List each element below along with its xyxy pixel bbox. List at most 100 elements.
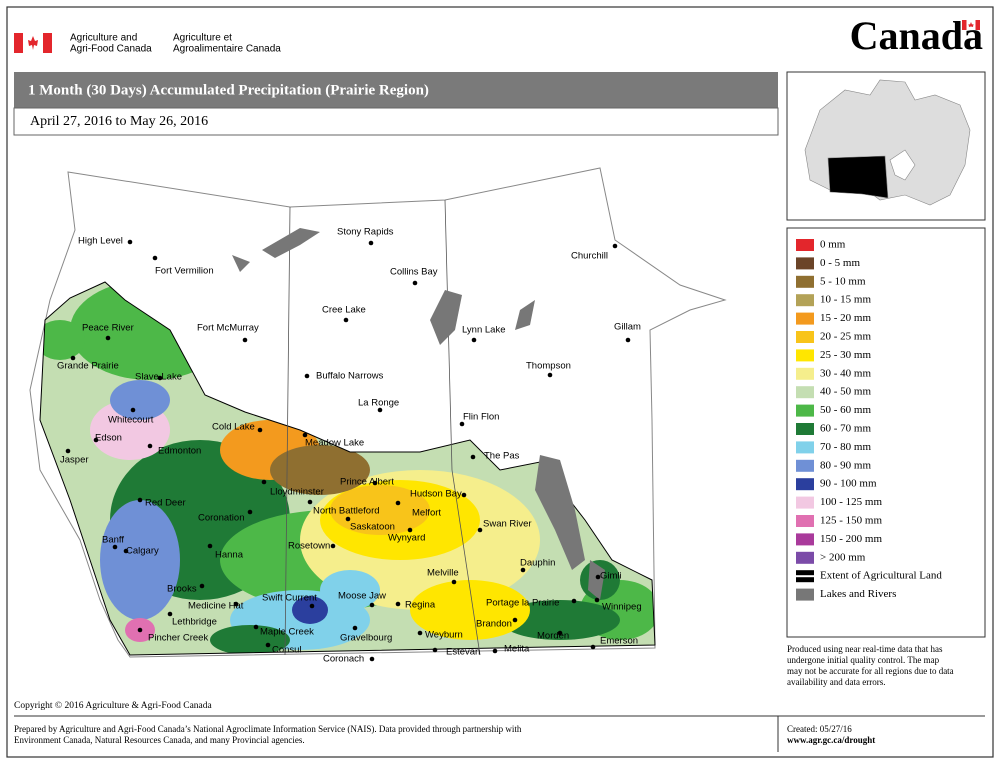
legend-label: 100 - 125 mm xyxy=(820,496,882,508)
city-label: Swift Current xyxy=(262,593,317,604)
city-label: Winnipeg xyxy=(602,602,642,613)
city-label: Brandon xyxy=(476,619,512,630)
city-label: Lloydminster xyxy=(270,487,324,498)
subtitle-box xyxy=(13,107,779,136)
legend-swatch xyxy=(796,367,814,380)
legend-swatch xyxy=(796,331,814,343)
legend-swatch xyxy=(796,551,814,564)
city-dot xyxy=(345,516,351,522)
city-label: North Battleford xyxy=(313,506,380,517)
city-label: Thompson xyxy=(526,361,571,372)
city-label: Rosetown xyxy=(288,541,330,552)
city-label: Stony Rapids xyxy=(337,227,394,238)
legend-label: 5 - 10 mm xyxy=(820,275,866,287)
city-dot xyxy=(512,617,518,623)
cities: High Level Fort Vermilion Peace River Fort … xyxy=(57,227,642,665)
city-dot xyxy=(594,597,600,603)
city-label: Emerson xyxy=(600,636,638,647)
city-dot xyxy=(477,527,483,533)
wordmark-flag xyxy=(962,20,980,30)
city-dot xyxy=(147,443,153,449)
legend: 0 mm 0 - 5 mm 5 - 10 mm 10 - 15 mm 15 - 20 m… xyxy=(796,239,942,601)
city-dot xyxy=(65,448,71,454)
agency-en: Agriculture and xyxy=(70,33,137,44)
legend-swatch xyxy=(796,515,814,527)
note: undergone initial quality control. The m… xyxy=(787,655,940,665)
city-dot xyxy=(130,407,136,413)
city-dot xyxy=(307,499,313,505)
city-label: Gillam xyxy=(614,322,641,333)
city-dot xyxy=(557,630,563,636)
city-dot xyxy=(432,647,438,653)
legend-swatch xyxy=(796,386,814,399)
city-dot xyxy=(520,567,526,573)
city-dot xyxy=(395,500,401,506)
city-label: The Pas xyxy=(484,451,520,462)
city-dot xyxy=(123,548,129,554)
city-label: Buffalo Narrows xyxy=(316,371,384,382)
city-dot xyxy=(369,656,375,662)
city-dot xyxy=(377,407,383,413)
legend-frame xyxy=(786,227,986,638)
legend-swatch xyxy=(796,239,814,251)
legend-swatch xyxy=(796,294,814,307)
city-label: Fort McMurray xyxy=(197,323,259,334)
city-label: Regina xyxy=(405,600,436,611)
title: 1 Month (30 Days) Accumulated Precipitat… xyxy=(28,82,429,98)
city-dot xyxy=(247,509,253,515)
city-dot xyxy=(368,240,374,246)
legend-label: 50 - 60 mm xyxy=(820,404,871,416)
city-dot xyxy=(625,337,631,343)
legend-label: 10 - 15 mm xyxy=(820,294,871,306)
city-dot xyxy=(233,601,239,607)
city-dot xyxy=(304,373,310,379)
city-dot xyxy=(265,642,271,648)
city-dot xyxy=(461,492,467,498)
city-dot xyxy=(257,427,263,433)
city-dot xyxy=(407,527,413,533)
city-dot xyxy=(137,627,143,633)
city-label: Saskatoon xyxy=(350,522,395,533)
legend-swatch xyxy=(796,349,814,362)
city-label: Banff xyxy=(102,535,124,546)
city-dot xyxy=(343,317,349,323)
city-dot xyxy=(492,648,498,654)
city-label: Melita xyxy=(504,644,530,655)
patch xyxy=(292,596,328,624)
city-dot xyxy=(547,372,553,378)
city-label: Churchill xyxy=(571,251,608,262)
city-dot xyxy=(459,421,465,427)
city-label: Swan River xyxy=(483,519,532,530)
city-dot xyxy=(261,479,267,485)
legend-swatch xyxy=(796,441,814,454)
city-label: Moose Jaw xyxy=(338,591,386,602)
city-dot xyxy=(395,601,401,607)
city-label: Cold Lake xyxy=(212,422,255,433)
city-dot xyxy=(471,337,477,343)
legend-label: 0 mm xyxy=(820,239,846,251)
city-label: Coronach xyxy=(323,654,364,665)
city-label: Medicine Hat xyxy=(188,601,244,612)
city-label: Collins Bay xyxy=(390,267,438,278)
city-label: Prince Albert xyxy=(340,477,394,488)
patch xyxy=(100,500,180,620)
legend-label: 80 - 90 mm xyxy=(820,459,871,471)
prepared: Prepared by Agriculture and Agri-Food Ca… xyxy=(14,724,522,734)
city-dot xyxy=(207,543,213,549)
city-label: Pincher Creek xyxy=(148,633,208,644)
city-dot xyxy=(369,602,375,608)
city-label: Hanna xyxy=(215,550,244,561)
city-label: Hudson Bay xyxy=(410,489,462,500)
city-dot xyxy=(199,583,205,589)
city-label: Edson xyxy=(95,433,122,444)
legend-label: 150 - 200 mm xyxy=(820,533,882,545)
legend-label: 15 - 20 mm xyxy=(820,312,871,324)
legend-swatch xyxy=(796,275,814,288)
city-label: Lethbridge xyxy=(172,617,217,628)
legend-label: 70 - 80 mm xyxy=(820,441,871,453)
city-label: Wynyard xyxy=(388,533,425,544)
province-border xyxy=(284,199,481,656)
legend-swatch xyxy=(796,423,814,435)
city-label: Estevan xyxy=(446,647,480,658)
